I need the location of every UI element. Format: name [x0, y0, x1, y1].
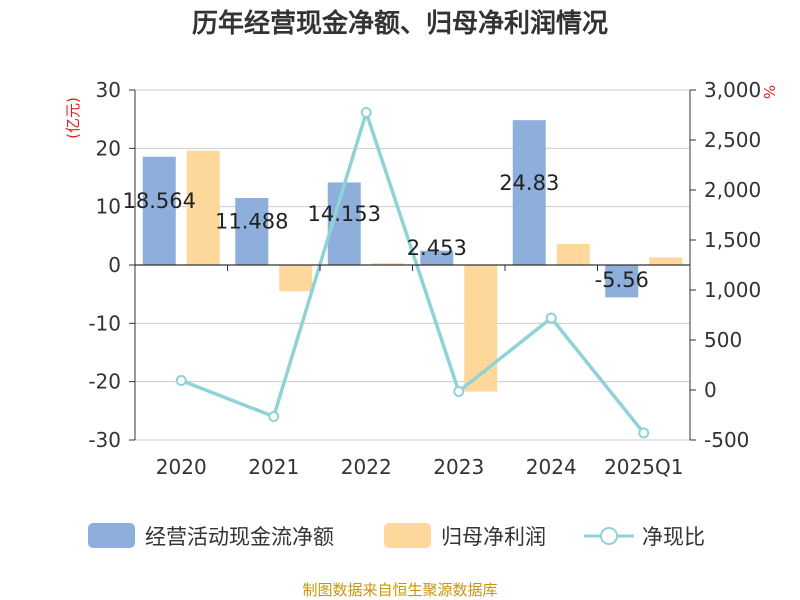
ratio-point: [453, 386, 465, 397]
right-tick-label: 3,000: [704, 78, 761, 102]
cashflow-bar: [420, 250, 454, 265]
left-tick-label: 0: [108, 253, 121, 277]
cashflow-data-label: 14.153: [308, 202, 381, 226]
cashflow-data-label: -5.56: [595, 268, 649, 292]
legend-ratio-label: 净现比: [642, 525, 705, 549]
ratio-line-path: [180, 110, 646, 435]
source-note: 制图数据来自恒生聚源数据库: [302, 581, 497, 599]
left-axis-unit: (亿元): [64, 97, 82, 139]
ratio-point: [545, 312, 557, 324]
profit-bar: [371, 263, 405, 265]
profit-bar: [649, 257, 683, 265]
cashflow-data-label: 11.488: [215, 210, 288, 234]
legend-cashflow-label: 经营活动现金流净额: [145, 525, 334, 549]
chart-title: 历年经营现金净额、归母净利润情况: [192, 8, 608, 39]
cashflow-bar: [235, 197, 269, 265]
profit-bar: [556, 244, 590, 265]
x-tick-label: 2021: [248, 455, 299, 479]
legend: 经营活动现金流净额 归母净利润 净现比: [88, 523, 705, 549]
x-tick-label: 2022: [341, 455, 392, 479]
legend-profit-label: 归母净利润: [441, 525, 546, 549]
x-tick-label: 2023: [433, 455, 484, 479]
cashflow-bar: [512, 120, 546, 266]
right-axis-unit: %: [760, 85, 778, 99]
right-tick-label: 2,500: [704, 128, 761, 152]
right-tick-label: 500: [704, 328, 742, 352]
left-tick-label: -30: [88, 428, 121, 452]
right-tick-label: 0: [704, 378, 717, 402]
x-tick-label: 2020: [156, 455, 207, 479]
ratio-point: [638, 427, 650, 439]
ratio-point: [268, 411, 280, 422]
profit-bar: [464, 265, 498, 392]
cashflow-data-label: 18.564: [123, 189, 196, 213]
right-tick-label: -500: [704, 428, 749, 452]
x-tick-label: 2024: [526, 455, 577, 479]
cashflow-bar: [142, 156, 176, 265]
profit-bar: [186, 150, 220, 265]
left-tick-label: 20: [96, 136, 121, 160]
left-tick-label: 10: [96, 195, 121, 219]
right-tick-label: 1,000: [704, 278, 761, 302]
legend-cashflow-swatch: [88, 523, 135, 548]
data-labels: 18.564 11.488 14.153 2.453 24.83 -5.56: [123, 171, 649, 292]
axes: 30 20 10 0 -10 -20 -30 3,000 2,500 2,000 1,500 1,00…: [88, 78, 761, 479]
legend-ratio-marker: [600, 527, 618, 545]
cashflow-data-label: 2.453: [407, 236, 467, 260]
left-tick-label: -20: [88, 370, 121, 394]
profit-bar: [279, 265, 313, 292]
ratio-point: [175, 375, 187, 386]
left-tick-label: 30: [96, 78, 121, 102]
right-tick-label: 1,500: [704, 228, 761, 252]
ratio-line: [175, 107, 650, 439]
right-tick-label: 2,000: [704, 178, 761, 202]
left-tick-label: -10: [88, 311, 121, 335]
x-tick-label: 2025Q1: [604, 455, 683, 479]
ratio-point: [360, 107, 372, 118]
legend-profit-swatch: [384, 523, 431, 548]
cashflow-bar: [605, 265, 639, 298]
cashflow-data-label: 24.83: [499, 171, 559, 195]
